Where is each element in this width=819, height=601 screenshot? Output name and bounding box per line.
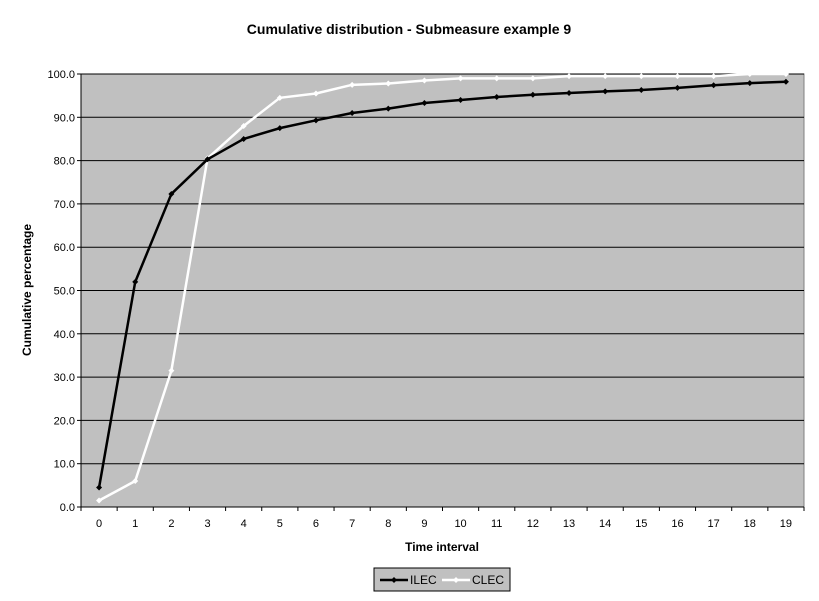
y-tick-label: 50.0 bbox=[54, 286, 75, 298]
data-point-clec bbox=[457, 75, 464, 82]
data-point-ilec bbox=[566, 90, 573, 97]
data-point-ilec bbox=[746, 80, 753, 87]
data-point-clec bbox=[240, 122, 247, 129]
data-point-ilec bbox=[493, 93, 500, 100]
y-tick-label: 10.0 bbox=[54, 459, 75, 471]
x-tick-label: 19 bbox=[780, 518, 792, 530]
data-point-ilec bbox=[168, 190, 175, 197]
data-point-clec bbox=[96, 497, 103, 504]
chart-title: Cumulative distribution - Submeasure exa… bbox=[247, 21, 572, 37]
data-point-ilec bbox=[96, 484, 103, 491]
data-point-clec bbox=[421, 77, 428, 84]
x-tick-label: 9 bbox=[421, 518, 427, 530]
x-tick-label: 2 bbox=[168, 518, 174, 530]
y-tick-label: 40.0 bbox=[54, 329, 75, 341]
x-tick-label: 12 bbox=[527, 518, 539, 530]
data-point-clec bbox=[566, 73, 573, 80]
data-point-ilec bbox=[638, 87, 645, 94]
legend: ILEC CLEC bbox=[373, 567, 511, 592]
series-layer bbox=[96, 71, 789, 504]
data-point-clec bbox=[782, 71, 789, 77]
x-axis-ticks: 0 1 2 3 4 5 6 7 8 9 10 11 12 13 14 15 16 17 18 19 bbox=[80, 506, 805, 530]
legend-marker-ilec bbox=[391, 577, 397, 583]
x-tick-label: 16 bbox=[671, 518, 683, 530]
y-tick-label: 70.0 bbox=[54, 199, 75, 211]
y-tick-label: 60.0 bbox=[54, 242, 75, 254]
x-tick-label: 18 bbox=[744, 518, 756, 530]
data-point-clec bbox=[674, 73, 681, 80]
x-tick-label: 8 bbox=[385, 518, 391, 530]
data-point-clec bbox=[312, 90, 319, 97]
data-point-clec bbox=[529, 75, 536, 82]
series-line-ilec bbox=[97, 80, 786, 488]
x-tick-label: 13 bbox=[563, 518, 575, 530]
y-tick-label: 80.0 bbox=[54, 156, 75, 168]
x-tick-label: 1 bbox=[132, 518, 138, 530]
data-point-ilec bbox=[276, 125, 283, 132]
data-point-ilec bbox=[529, 91, 536, 98]
legend-marker-clec bbox=[453, 577, 459, 583]
grid-lines bbox=[81, 73, 804, 465]
data-point-clec bbox=[710, 73, 717, 80]
x-tick-label: 11 bbox=[491, 518, 502, 530]
x-axis-label: Time interval bbox=[405, 540, 479, 554]
data-point-clec bbox=[602, 73, 609, 80]
data-point-clec bbox=[132, 478, 139, 485]
x-tick-label: 0 bbox=[96, 518, 102, 530]
x-tick-label: 14 bbox=[599, 518, 611, 530]
data-point-ilec bbox=[674, 84, 681, 91]
data-point-clec bbox=[349, 81, 356, 88]
data-point-clec bbox=[168, 367, 175, 374]
y-tick-label: 30.0 bbox=[54, 372, 75, 384]
data-point-ilec bbox=[349, 109, 356, 116]
y-axis-label: Cumulative percentage bbox=[20, 224, 34, 356]
data-point-ilec bbox=[782, 78, 789, 85]
data-point-ilec bbox=[421, 100, 428, 107]
data-point-clec bbox=[638, 73, 645, 80]
x-tick-label: 4 bbox=[241, 518, 247, 530]
x-tick-label: 6 bbox=[313, 518, 319, 530]
x-tick-label: 3 bbox=[204, 518, 210, 530]
y-tick-label: 90.0 bbox=[54, 112, 75, 124]
data-point-ilec bbox=[312, 117, 319, 124]
x-tick-label: 10 bbox=[454, 518, 466, 530]
data-point-ilec bbox=[204, 156, 211, 163]
x-tick-label: 15 bbox=[635, 518, 647, 530]
x-tick-label: 17 bbox=[708, 518, 720, 530]
series-line-clec bbox=[98, 72, 786, 502]
data-point-clec bbox=[276, 94, 283, 101]
data-point-ilec bbox=[385, 105, 392, 112]
legend-label-ilec: ILEC bbox=[410, 573, 437, 587]
data-point-clec bbox=[493, 75, 500, 82]
legend-label-clec: CLEC bbox=[472, 573, 504, 587]
y-tick-label: 0.0 bbox=[60, 502, 75, 514]
y-axis-ticks: 0.0 10.0 20.0 30.0 40.0 50.0 60.0 70.0 80.0 90.0 1… bbox=[47, 69, 82, 514]
data-point-clec bbox=[746, 71, 753, 77]
data-point-ilec bbox=[602, 88, 609, 95]
y-tick-label: 20.0 bbox=[54, 415, 75, 427]
data-point-ilec bbox=[457, 96, 464, 103]
data-point-ilec bbox=[132, 278, 139, 285]
x-tick-label: 5 bbox=[277, 518, 283, 530]
data-point-ilec bbox=[710, 82, 717, 89]
y-tick-label: 100.0 bbox=[47, 69, 75, 81]
data-point-ilec bbox=[240, 135, 247, 142]
data-point-clec bbox=[385, 80, 392, 87]
x-tick-label: 7 bbox=[349, 518, 355, 530]
